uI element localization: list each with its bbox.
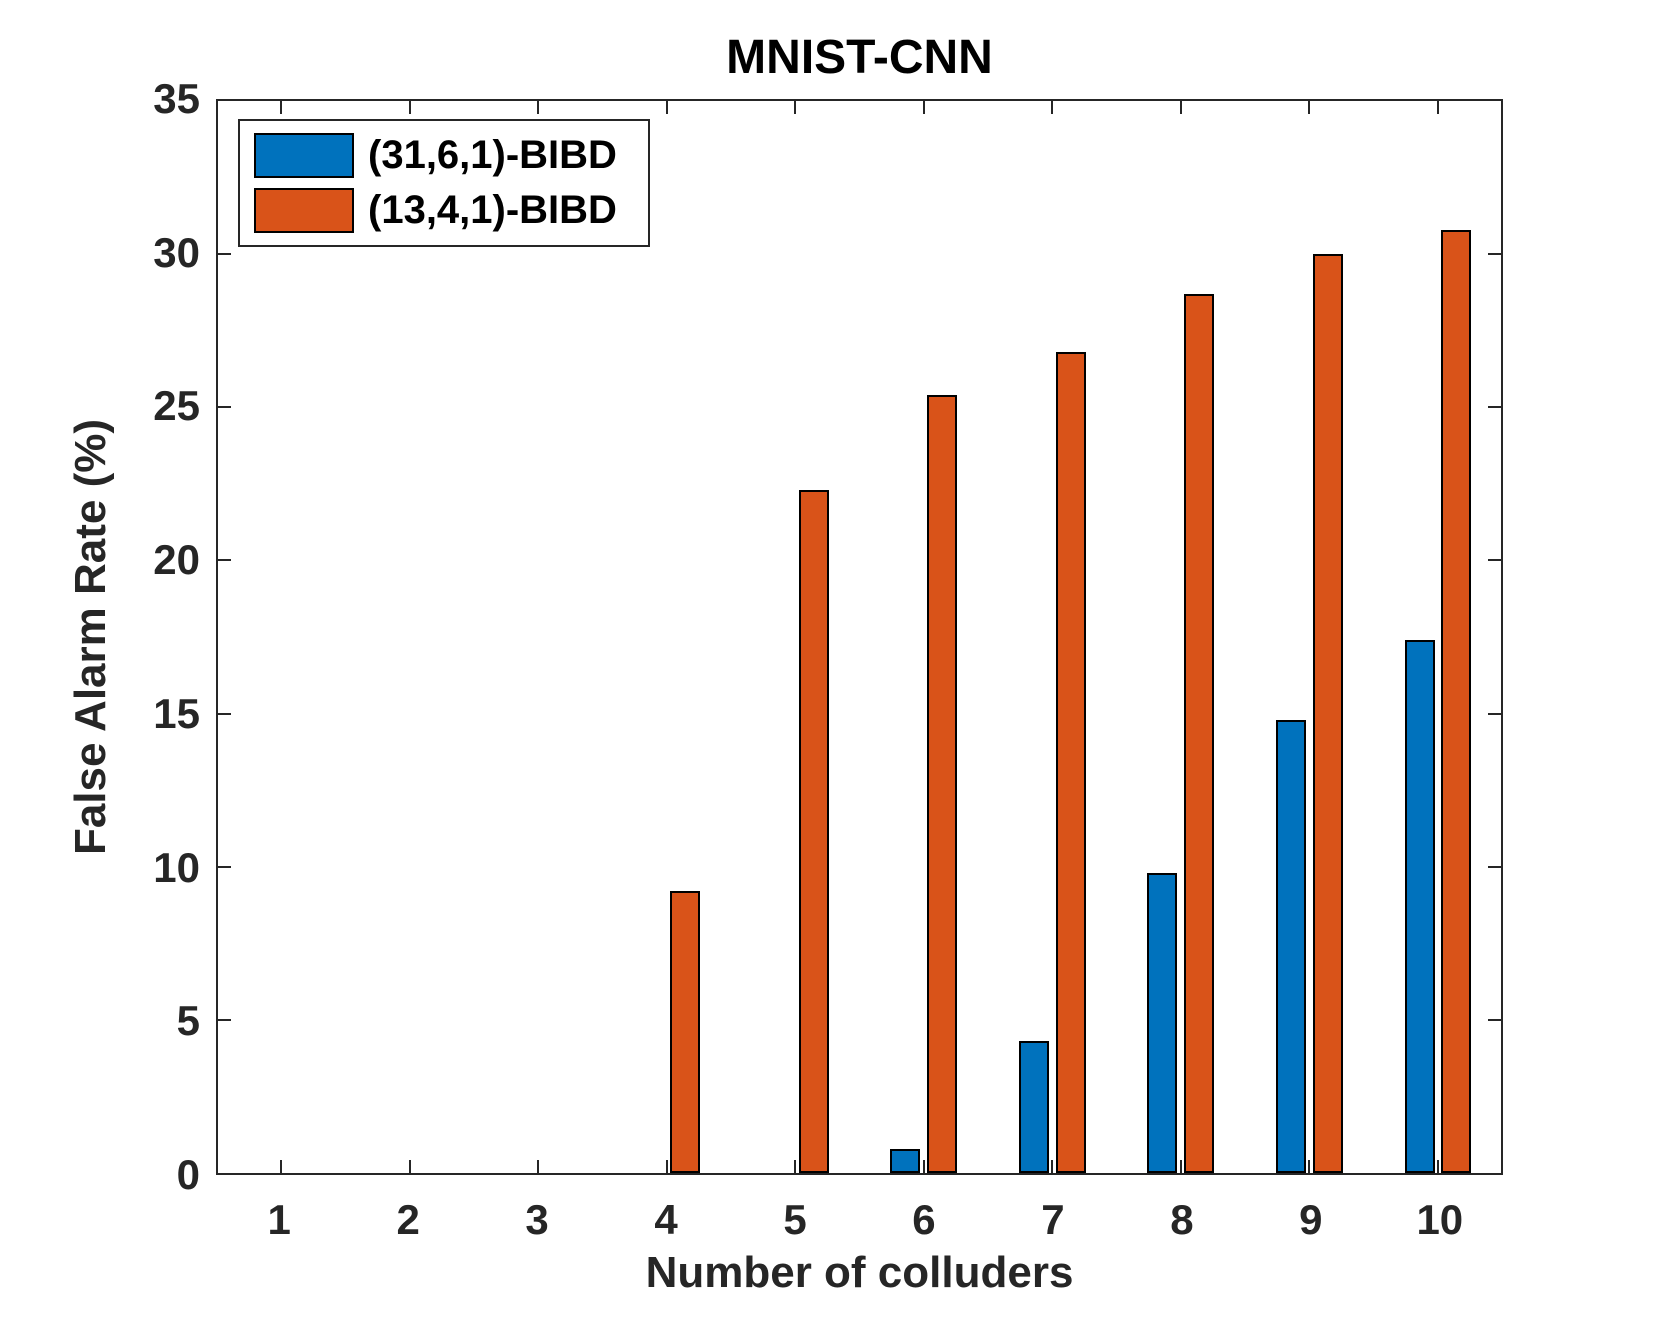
chart-title: MNIST-CNN [726, 31, 993, 84]
x-tick-mark [1179, 101, 1182, 114]
bar-series0-x7 [1018, 1041, 1049, 1173]
bar-series1-x5 [798, 489, 829, 1173]
y-tick-mark [218, 559, 231, 562]
legend-swatch-blue [254, 133, 354, 178]
x-tick-label: 1 [267, 1196, 291, 1243]
y-tick-mark [218, 865, 231, 868]
bar-series1-x10 [1441, 229, 1472, 1173]
x-tick-mark [537, 101, 540, 114]
y-tick-mark [218, 253, 231, 256]
x-tick-label: 6 [912, 1196, 936, 1243]
y-tick-label: 15 [153, 689, 200, 737]
legend-label: (31,6,1)-BIBD [368, 133, 617, 177]
bar-series1-x9 [1312, 254, 1343, 1173]
x-tick-mark [794, 1160, 797, 1173]
x-tick-label: 10 [1416, 1196, 1464, 1243]
x-tick-mark [279, 1160, 282, 1173]
legend-swatch-orange [254, 188, 354, 233]
x-tick-label: 3 [525, 1196, 549, 1243]
y-tick-label: 0 [176, 1151, 200, 1198]
y-tick-mark [218, 1018, 231, 1021]
x-tick-mark [1179, 1160, 1182, 1173]
y-tick-mark [218, 712, 231, 715]
legend: (31,6,1)-BIBD (13,4,1)-BIBD [238, 119, 650, 247]
legend-item: (13,4,1)-BIBD [254, 188, 634, 233]
y-tick-label: 30 [153, 228, 200, 276]
x-tick-mark [1437, 1160, 1439, 1173]
y-tick-mark [1488, 253, 1501, 256]
x-tick-mark [922, 1160, 925, 1173]
x-axis-label: Number of colluders [645, 1248, 1074, 1297]
y-tick-label: 35 [153, 75, 200, 122]
y-tick-label: 25 [153, 382, 200, 430]
x-tick-mark [922, 101, 925, 114]
y-tick-mark [1488, 1018, 1501, 1021]
y-tick-label: 20 [153, 536, 200, 584]
y-tick-mark [1488, 559, 1501, 562]
x-tick-mark [408, 1160, 411, 1173]
y-tick-mark [1488, 865, 1501, 868]
x-tick-mark [279, 101, 282, 114]
bar-series0-x6 [890, 1148, 921, 1173]
x-tick-mark [1051, 1160, 1054, 1173]
x-tick-mark [665, 1160, 668, 1173]
x-tick-mark [1437, 101, 1439, 114]
bar-series1-x6 [927, 395, 958, 1173]
bar-series0-x10 [1404, 640, 1435, 1173]
x-tick-label: 2 [396, 1196, 420, 1243]
y-tick-mark [1488, 712, 1501, 715]
plot-area [216, 99, 1503, 1175]
x-tick-label: 8 [1170, 1196, 1194, 1243]
legend-item: (31,6,1)-BIBD [254, 133, 634, 178]
x-tick-label: 7 [1041, 1196, 1065, 1243]
x-tick-label: 9 [1299, 1196, 1323, 1243]
bar-series0-x8 [1147, 872, 1178, 1173]
bar-series1-x7 [1055, 352, 1086, 1173]
y-tick-mark [218, 406, 231, 409]
bar-series0-x9 [1276, 719, 1306, 1173]
y-tick-label: 5 [176, 997, 200, 1045]
x-tick-mark [794, 101, 797, 114]
bar-series1-x8 [1184, 293, 1215, 1173]
legend-label: (13,4,1)-BIBD [368, 188, 617, 232]
y-tick-label: 10 [153, 843, 200, 891]
y-tick-mark [1488, 406, 1501, 409]
bar-series1-x4 [670, 891, 701, 1173]
x-tick-mark [1308, 1160, 1311, 1173]
x-tick-mark [537, 1160, 540, 1173]
x-tick-mark [1308, 101, 1311, 114]
x-tick-mark [408, 101, 411, 114]
x-tick-mark [1051, 101, 1054, 114]
x-tick-mark [665, 101, 668, 114]
x-tick-label: 4 [654, 1196, 678, 1243]
x-tick-label: 5 [783, 1196, 807, 1243]
